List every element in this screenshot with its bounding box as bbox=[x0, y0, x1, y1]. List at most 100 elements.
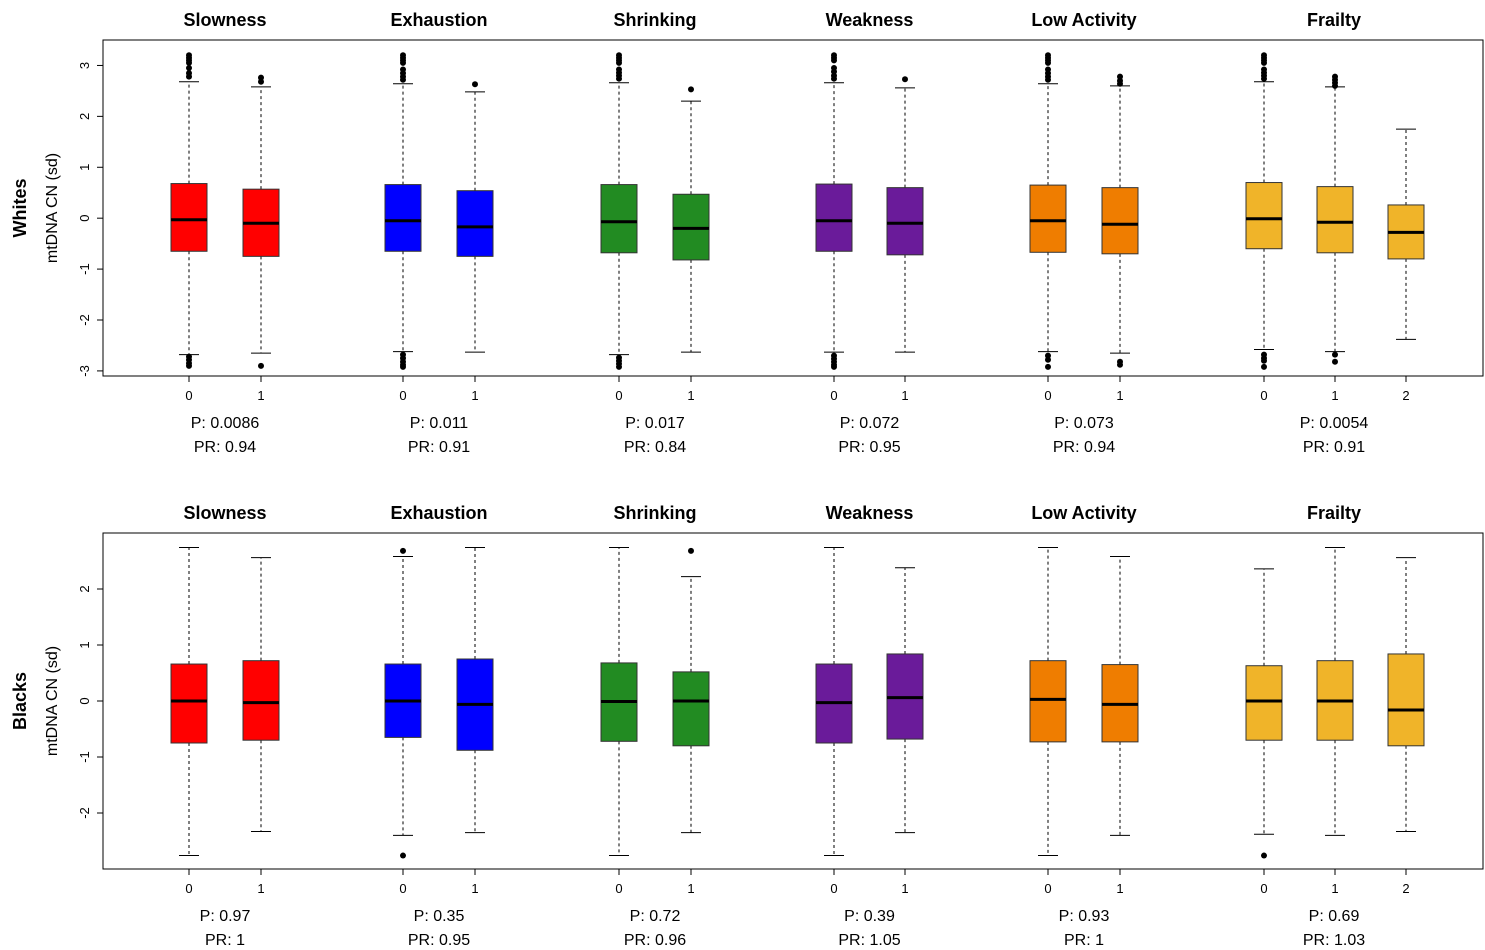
prevalence-ratio-label: PR: 1.05 bbox=[838, 932, 900, 949]
x-tick-label: 1 bbox=[901, 388, 908, 403]
outlier-point bbox=[258, 362, 264, 369]
prevalence-ratio-label: PR: 0.95 bbox=[408, 932, 470, 949]
outlier-point bbox=[831, 57, 837, 64]
box-2: 2 bbox=[1387, 128, 1425, 403]
panel-blacks: -2 -1 0 1 2 Blacks mtDNA CN (sd) Slowness 0 1 P: 0… bbox=[10, 503, 1484, 949]
box-0: 0 bbox=[1245, 52, 1283, 403]
outlier-point bbox=[1045, 363, 1051, 370]
x-tick-label: 0 bbox=[830, 881, 837, 896]
x-tick-label: 0 bbox=[185, 881, 192, 896]
p-value-label: P: 0.072 bbox=[840, 415, 900, 432]
box-iqr bbox=[384, 184, 422, 252]
y-tick-label: 2 bbox=[77, 585, 92, 592]
outlier-point bbox=[1117, 361, 1123, 368]
outlier-point bbox=[1332, 351, 1338, 358]
box-iqr bbox=[1101, 187, 1139, 255]
panel-label: Whites bbox=[10, 178, 30, 237]
outlier-point bbox=[1045, 76, 1051, 83]
box-iqr bbox=[242, 660, 280, 741]
box-1: 1 bbox=[456, 547, 494, 896]
x-tick-label: 0 bbox=[1044, 881, 1051, 896]
y-tick-label: 1 bbox=[77, 641, 92, 648]
box-iqr bbox=[815, 183, 853, 252]
x-tick-label: 1 bbox=[1116, 388, 1123, 403]
box-1: 1 bbox=[242, 74, 280, 403]
outlier-point bbox=[616, 363, 622, 370]
outlier-point bbox=[400, 76, 406, 83]
plot-frame bbox=[102, 39, 1484, 377]
box-0: 0 bbox=[815, 547, 853, 896]
outlier-point bbox=[186, 73, 192, 80]
box-0: 0 bbox=[170, 52, 208, 403]
group-title: Exhaustion bbox=[390, 503, 487, 523]
y-tick-label: 0 bbox=[77, 215, 92, 222]
outlier-point bbox=[616, 75, 622, 82]
y-tick-label: -2 bbox=[77, 314, 92, 326]
outlier-point bbox=[400, 547, 406, 554]
y-axis-label: mtDNA CN (sd) bbox=[44, 646, 61, 756]
outlier-point bbox=[1332, 358, 1338, 365]
p-value-label: P: 0.073 bbox=[1054, 415, 1114, 432]
group-slowness: Slowness 0 1 P: 0.0086 PR: 0.94 bbox=[170, 10, 280, 456]
outlier-point bbox=[1261, 75, 1267, 82]
group-title: Shrinking bbox=[613, 503, 696, 523]
group-title: Weakness bbox=[826, 503, 914, 523]
x-tick-label: 0 bbox=[1044, 388, 1051, 403]
y-tick-label: 3 bbox=[77, 62, 92, 69]
x-tick-label: 0 bbox=[615, 881, 622, 896]
outlier-point bbox=[1332, 82, 1338, 89]
outlier-point bbox=[831, 363, 837, 370]
x-tick-label: 1 bbox=[257, 388, 264, 403]
p-value-label: P: 0.97 bbox=[200, 908, 251, 925]
group-slowness: Slowness 0 1 P: 0.97 PR: 1 bbox=[170, 503, 280, 949]
box-1: 1 bbox=[1316, 547, 1354, 896]
outlier-point bbox=[1045, 59, 1051, 66]
y-tick-label: 2 bbox=[77, 113, 92, 120]
outlier-point bbox=[1117, 80, 1123, 87]
box-iqr bbox=[1387, 653, 1425, 747]
prevalence-ratio-label: PR: 0.95 bbox=[838, 439, 900, 456]
prevalence-ratio-label: PR: 1.03 bbox=[1303, 932, 1365, 949]
p-value-label: P: 0.35 bbox=[414, 908, 465, 925]
x-tick-label: 1 bbox=[471, 881, 478, 896]
group-title: Low Activity bbox=[1031, 503, 1136, 523]
y-tick-label: 0 bbox=[77, 697, 92, 704]
outlier-point bbox=[688, 547, 694, 554]
x-tick-label: 1 bbox=[687, 881, 694, 896]
box-0: 0 bbox=[600, 547, 638, 896]
outlier-point bbox=[1261, 852, 1267, 859]
x-tick-label: 0 bbox=[399, 388, 406, 403]
x-tick-label: 1 bbox=[1331, 881, 1338, 896]
box-iqr bbox=[456, 190, 494, 257]
y-tick-label: 1 bbox=[77, 164, 92, 171]
prevalence-ratio-label: PR: 0.91 bbox=[1303, 439, 1365, 456]
y-tick-label: -1 bbox=[77, 751, 92, 763]
p-value-label: P: 0.017 bbox=[625, 415, 685, 432]
group-weakness: Weakness 0 1P: 0.072 PR: 0.95 bbox=[815, 10, 924, 456]
y-tick-label: -2 bbox=[77, 807, 92, 819]
y-axis-label: mtDNA CN (sd) bbox=[44, 153, 61, 263]
group-frailty: Frailty 0 1 2 P: 0.69 PR: 1.03 bbox=[1245, 503, 1425, 949]
outlier-point bbox=[902, 76, 908, 83]
p-value-label: P: 0.69 bbox=[1309, 908, 1360, 925]
outlier-point bbox=[1261, 363, 1267, 370]
prevalence-ratio-label: PR: 0.94 bbox=[1053, 439, 1115, 456]
p-value-label: P: 0.0054 bbox=[1300, 415, 1369, 432]
group-exhaustion: Exhaustion 0 1P: 0.011 PR: 0.91 bbox=[384, 10, 494, 456]
group-frailty: Frailty 0 1 2 P: 0.0054 PR: 0.91 bbox=[1245, 10, 1425, 456]
outlier-point bbox=[616, 59, 622, 66]
outlier-point bbox=[258, 78, 264, 85]
box-iqr bbox=[600, 184, 638, 254]
group-exhaustion: Exhaustion 0 1 P: 0.35 PR: 0.95 bbox=[384, 503, 494, 949]
outlier-point bbox=[400, 363, 406, 370]
p-value-label: P: 0.39 bbox=[844, 908, 895, 925]
outlier-point bbox=[1261, 357, 1267, 364]
box-2: 2 bbox=[1387, 557, 1425, 896]
box-iqr bbox=[170, 183, 208, 252]
y-tick-label: -3 bbox=[77, 365, 92, 377]
box-0: 0 bbox=[1029, 52, 1067, 403]
box-iqr bbox=[1316, 186, 1354, 254]
group-low-activity: Low Activity 0 1 P: 0.93 PR: 1 bbox=[1029, 503, 1139, 949]
group-shrinking: Shrinking 0 1 P: 0.72 PR: 0.96 bbox=[600, 503, 710, 949]
